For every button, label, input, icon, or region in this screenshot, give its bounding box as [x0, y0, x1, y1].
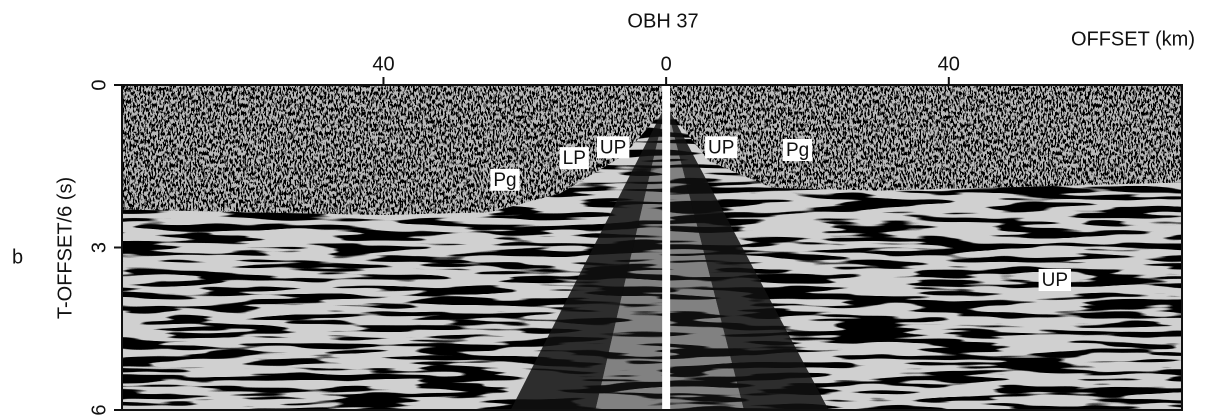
annotation-box [1038, 269, 1072, 291]
annotation-label: UP [708, 137, 734, 158]
cone-left [510, 103, 667, 410]
annotation-box [705, 136, 738, 159]
y-axis-label: T-OFFSET/6 (s) [54, 177, 76, 319]
direct-wave-cone [510, 85, 829, 410]
x-tick-label: 0 [661, 53, 672, 75]
annotation: Pg [490, 168, 520, 191]
cone-right [666, 103, 829, 410]
annotation-box [559, 147, 589, 170]
annotation-label: Pg [493, 170, 516, 191]
annotation-label: Pg [786, 140, 809, 161]
annotation-box [782, 139, 813, 161]
annotation-label: LP [563, 148, 586, 169]
annotation: Pg [782, 139, 813, 161]
x-tick-label: 40 [372, 53, 394, 75]
y-tick-label: 3 [88, 242, 110, 253]
annotation: UP [705, 136, 738, 159]
annotation-label: UP [1042, 270, 1068, 291]
chart-title: OBH 37 [627, 10, 698, 32]
annotation: UP [1038, 269, 1072, 291]
panel-label: b [12, 246, 23, 268]
annotation-label: UP [600, 137, 626, 158]
x-axis-label: OFFSET (km) [1071, 28, 1195, 50]
y-tick-label: 0 [88, 79, 110, 90]
y-tick-label: 6 [88, 404, 110, 415]
annotation-box [596, 136, 630, 159]
x-tick-label: 40 [938, 53, 960, 75]
annotation: LP [559, 147, 589, 170]
annotation-box [490, 168, 520, 191]
zero-offset-trace [662, 85, 671, 410]
seismic-image [122, 85, 1182, 410]
annotation: UP [596, 136, 630, 159]
